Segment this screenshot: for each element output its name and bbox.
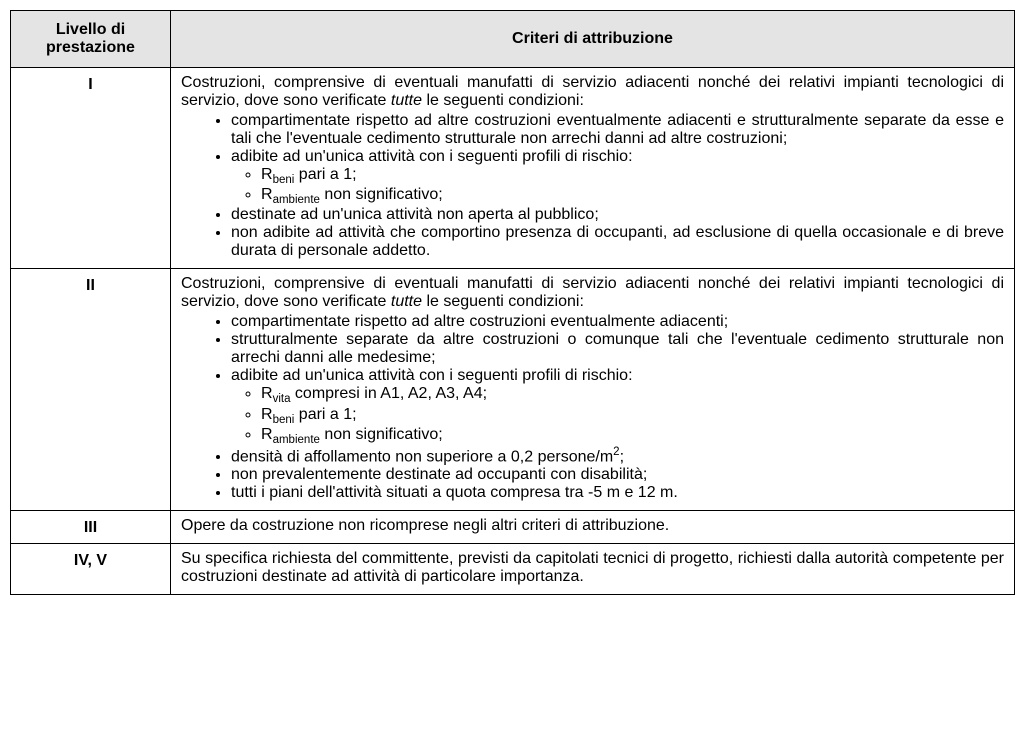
criteria-cell: Su specifica richiesta del committente, … bbox=[171, 544, 1015, 595]
sub-list: Rbeni pari a 1;Rambiente non significati… bbox=[261, 166, 1004, 206]
list-item: compartimentate rispetto ad altre costru… bbox=[231, 313, 1004, 331]
criteria-intro: Costruzioni, comprensive di eventuali ma… bbox=[181, 74, 1004, 110]
sub-list: Rvita compresi in A1, A2, A3, A4;Rbeni p… bbox=[261, 385, 1004, 446]
sub-list-item: Rbeni pari a 1; bbox=[261, 406, 1004, 426]
list-item: adibite ad un'unica attività con i segue… bbox=[231, 148, 1004, 206]
list-item: destinate ad un'unica attività non apert… bbox=[231, 206, 1004, 224]
list-item: adibite ad un'unica attività con i segue… bbox=[231, 367, 1004, 446]
level-cell: I bbox=[11, 68, 171, 269]
criteria-list: compartimentate rispetto ad altre costru… bbox=[231, 112, 1004, 260]
criteria-list: compartimentate rispetto ad altre costru… bbox=[231, 313, 1004, 502]
criteria-cell: Costruzioni, comprensive di eventuali ma… bbox=[171, 269, 1015, 511]
list-item: strutturalmente separate da altre costru… bbox=[231, 331, 1004, 367]
header-level: Livello di prestazione bbox=[11, 11, 171, 68]
sub-list-item: Rambiente non significativo; bbox=[261, 426, 1004, 446]
header-criteria: Criteri di attribuzione bbox=[171, 11, 1015, 68]
criteria-cell: Costruzioni, comprensive di eventuali ma… bbox=[171, 68, 1015, 269]
criteria-cell: Opere da costruzione non ricomprese negl… bbox=[171, 511, 1015, 544]
level-cell: II bbox=[11, 269, 171, 511]
table-row: IV, VSu specifica richiesta del committe… bbox=[11, 544, 1015, 595]
level-cell: IV, V bbox=[11, 544, 171, 595]
list-item: compartimentate rispetto ad altre costru… bbox=[231, 112, 1004, 148]
list-item: densità di affollamento non superiore a … bbox=[231, 446, 1004, 466]
sub-list-item: Rbeni pari a 1; bbox=[261, 166, 1004, 186]
sub-list-item: Rambiente non significativo; bbox=[261, 186, 1004, 206]
table-row: II Costruzioni, comprensive di eventuali … bbox=[11, 269, 1015, 511]
list-item: non adibite ad attività che comportino p… bbox=[231, 224, 1004, 260]
list-item: tutti i piani dell'attività situati a qu… bbox=[231, 484, 1004, 502]
table-row: IIIOpere da costruzione non ricomprese n… bbox=[11, 511, 1015, 544]
criteria-intro: Costruzioni, comprensive di eventuali ma… bbox=[181, 275, 1004, 311]
level-cell: III bbox=[11, 511, 171, 544]
criteria-table: Livello di prestazione Criteri di attrib… bbox=[10, 10, 1015, 595]
table-row: I Costruzioni, comprensive di eventuali m… bbox=[11, 68, 1015, 269]
list-item: non prevalentemente destinate ad occupan… bbox=[231, 466, 1004, 484]
sub-list-item: Rvita compresi in A1, A2, A3, A4; bbox=[261, 385, 1004, 405]
